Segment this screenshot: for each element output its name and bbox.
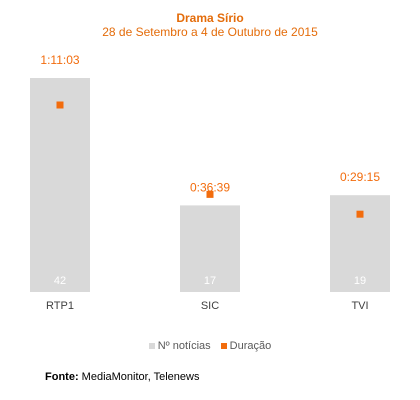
chart-subtitle: 28 de Setembro a 4 de Outubro de 2015 xyxy=(102,25,318,39)
point-sic xyxy=(206,190,214,198)
legend-swatch-news xyxy=(148,343,155,349)
bar-chart: 42 1:11:03 RTP1 17 0:36:39 SIC 19 0:29:15 TVI xyxy=(30,53,390,312)
legend-label-duration: Duração xyxy=(229,340,272,352)
point-label-tvi: 0:29:15 xyxy=(340,170,380,184)
point-label-rtp1: 1:11:03 xyxy=(40,53,79,67)
chart-title: Drama Sírio xyxy=(176,11,244,25)
bar-label-rtp1: 42 xyxy=(54,275,66,287)
point-rtp1 xyxy=(56,101,64,109)
source-note: Fonte: MediaMonitor, Telenews xyxy=(45,371,199,383)
bar-sic xyxy=(180,205,240,292)
bar-rtp1 xyxy=(30,78,90,292)
source-text: MediaMonitor, Telenews xyxy=(78,371,200,383)
x-tick-rtp1: RTP1 xyxy=(46,300,74,312)
legend-item-news: Nº notícias xyxy=(148,340,211,352)
legend-swatch-duration xyxy=(220,343,227,349)
point-label-sic: 0:36:39 xyxy=(190,180,230,194)
bar-label-tvi: 19 xyxy=(354,275,366,287)
bar-label-sic: 17 xyxy=(204,275,216,287)
legend-label-news: Nº notícias xyxy=(157,340,211,352)
legend-item-duration: Duração xyxy=(220,340,272,352)
point-tvi xyxy=(356,210,364,218)
x-tick-sic: SIC xyxy=(201,300,219,312)
source-label: Fonte: xyxy=(45,371,79,383)
x-tick-tvi: TVI xyxy=(351,300,368,312)
chart-legend: Nº notícias Duração xyxy=(0,340,420,352)
